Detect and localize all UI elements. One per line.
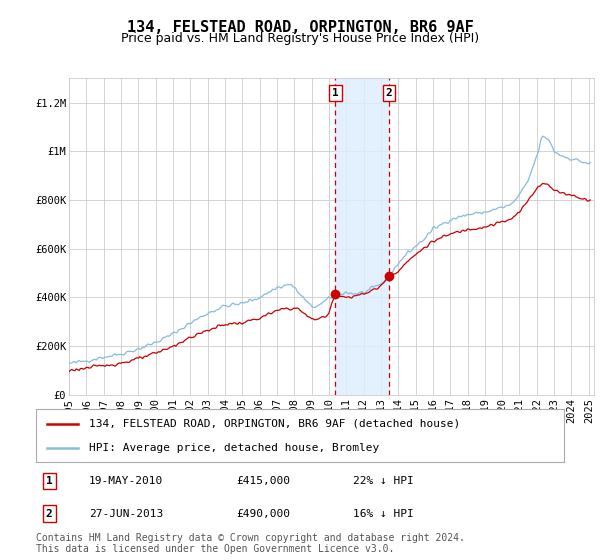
Text: 1: 1 bbox=[332, 88, 339, 98]
Text: 2: 2 bbox=[46, 508, 53, 519]
Text: Price paid vs. HM Land Registry's House Price Index (HPI): Price paid vs. HM Land Registry's House … bbox=[121, 32, 479, 45]
Text: HPI: Average price, detached house, Bromley: HPI: Average price, detached house, Brom… bbox=[89, 443, 379, 453]
Text: 134, FELSTEAD ROAD, ORPINGTON, BR6 9AF (detached house): 134, FELSTEAD ROAD, ORPINGTON, BR6 9AF (… bbox=[89, 419, 460, 429]
Text: £490,000: £490,000 bbox=[236, 508, 290, 519]
Text: 27-JUN-2013: 27-JUN-2013 bbox=[89, 508, 163, 519]
Text: 16% ↓ HPI: 16% ↓ HPI bbox=[353, 508, 413, 519]
Text: Contains HM Land Registry data © Crown copyright and database right 2024.
This d: Contains HM Land Registry data © Crown c… bbox=[36, 533, 465, 554]
Text: 134, FELSTEAD ROAD, ORPINGTON, BR6 9AF: 134, FELSTEAD ROAD, ORPINGTON, BR6 9AF bbox=[127, 20, 473, 35]
Bar bbox=[335, 78, 389, 395]
Text: 19-MAY-2010: 19-MAY-2010 bbox=[89, 476, 163, 486]
Text: 1: 1 bbox=[46, 476, 53, 486]
Text: 2: 2 bbox=[385, 88, 392, 98]
Text: 22% ↓ HPI: 22% ↓ HPI bbox=[353, 476, 413, 486]
Text: £415,000: £415,000 bbox=[236, 476, 290, 486]
